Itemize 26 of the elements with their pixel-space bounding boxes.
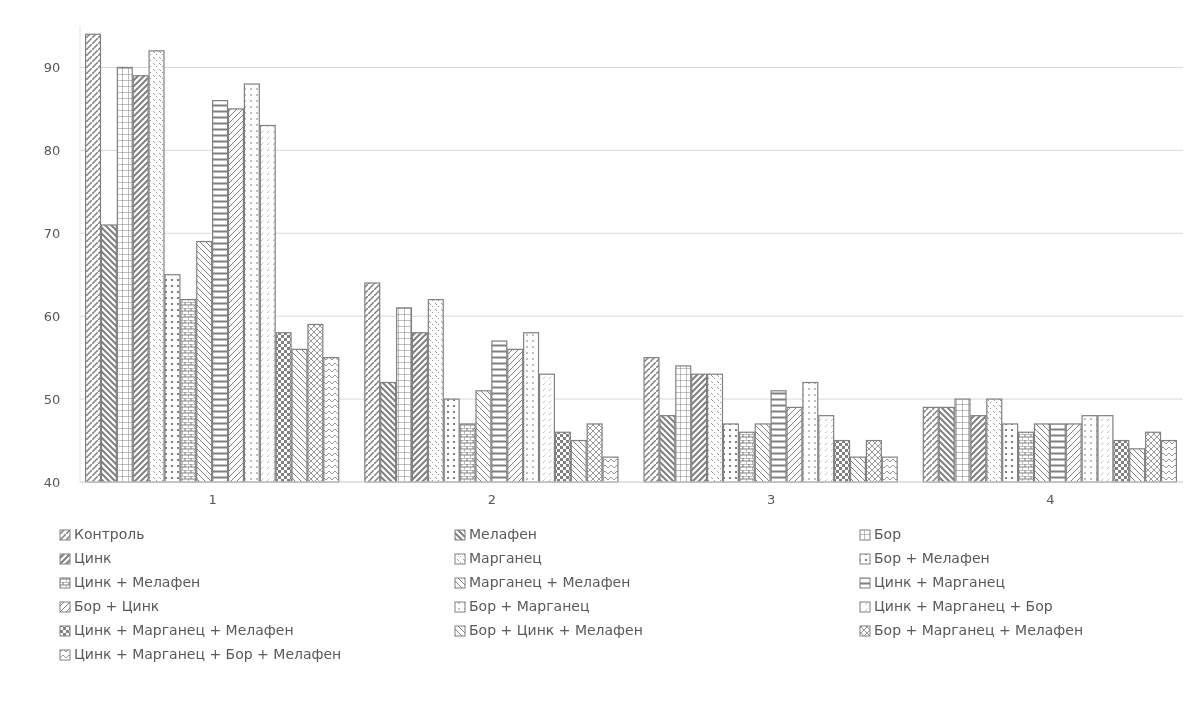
legend-label: Марганец — [469, 550, 542, 566]
y-tick-label: 80 — [43, 142, 61, 158]
legend-label: Мелафен — [469, 526, 537, 542]
legend-label: Цинк — [74, 550, 112, 566]
legend-label: Цинк + Марганец + Бор — [874, 598, 1053, 614]
legend-label: Бор + Цинк + Мелафен — [469, 622, 643, 638]
legend-label: Бор + Марганец — [469, 598, 590, 614]
y-tick-label: 70 — [43, 225, 61, 241]
legend-label: Контроль — [74, 526, 145, 542]
y-tick-label: 40 — [43, 474, 61, 490]
legend-label: Цинк + Марганец + Бор + Мелафен — [74, 646, 342, 662]
legend-label: Марганец + Мелафен — [469, 574, 631, 590]
legend-label: Бор + Марганец + Мелафен — [874, 622, 1084, 638]
x-tick-label: 3 — [766, 492, 776, 507]
x-tick-label: 2 — [487, 492, 497, 507]
legend-label: Цинк + Марганец — [874, 574, 1005, 590]
legend-label: Бор — [874, 526, 902, 542]
y-tick-label: 50 — [43, 391, 61, 407]
y-tick-label: 90 — [43, 60, 61, 75]
legend-label: Бор + Цинк — [74, 598, 160, 614]
y-tick-label: 60 — [43, 308, 61, 324]
legend-label: Цинк + Мелафен — [74, 574, 201, 590]
x-tick-label: 1 — [208, 492, 217, 507]
legend-label: Цинк + Марганец + Мелафен — [74, 622, 294, 638]
x-tick-label: 4 — [1046, 492, 1055, 507]
legend-label: Бор + Мелафен — [874, 550, 990, 566]
